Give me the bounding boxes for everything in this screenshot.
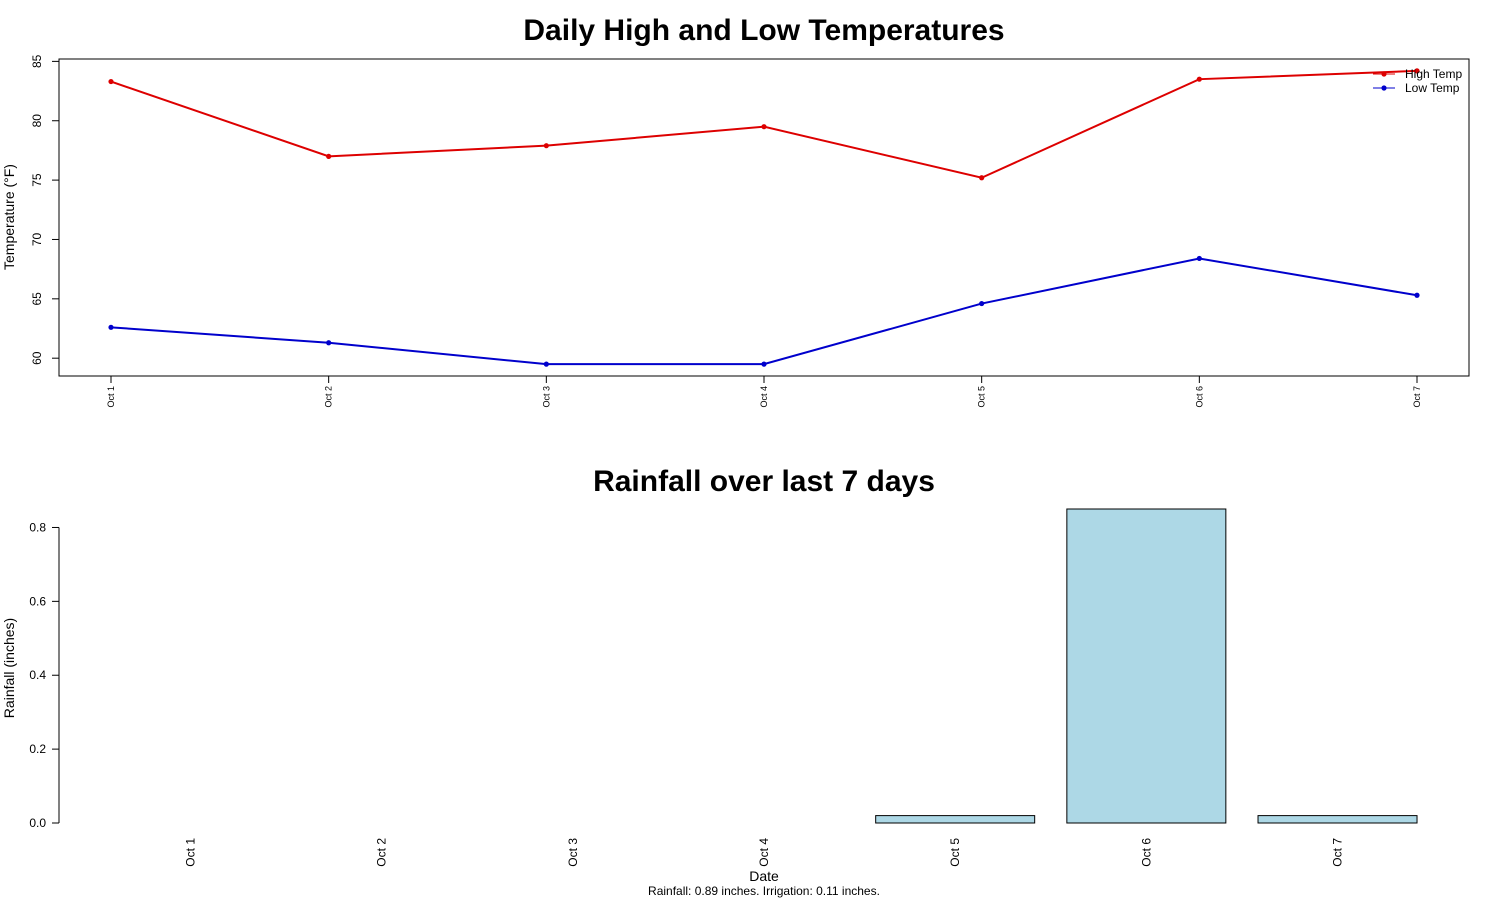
- rainfall-y-tick-label: 0.4: [29, 668, 46, 682]
- temperature-series-line-1: [110, 257, 1418, 366]
- temperature-x-tick-label: Oct 1: [106, 386, 116, 408]
- temperature-y-tick-label: 70: [30, 232, 44, 246]
- rainfall-y-tick-label: 0.6: [29, 594, 46, 608]
- rainfall-chart: Rainfall over last 7 days Rainfall (inch…: [1, 465, 1418, 898]
- rainfall-chart-title: Rainfall over last 7 days: [593, 465, 935, 498]
- temperature-legend-label-1: Low Temp: [1405, 81, 1460, 95]
- temperature-point-1-2: [543, 361, 549, 367]
- temperature-x-tick-label: Oct 7: [1412, 386, 1422, 408]
- temperature-legend-label-0: High Temp: [1405, 67, 1462, 81]
- temperature-point-1-1: [326, 340, 332, 346]
- rainfall-y-axis: 0.0 0.2 0.4 0.6 0.8: [29, 520, 60, 830]
- temperature-x-tick-label: Oct 2: [324, 386, 334, 408]
- temperature-chart: Daily High and Low Temperatures Temperat…: [1, 14, 1470, 408]
- rainfall-y-tick-label: 0.0: [29, 816, 46, 830]
- temperature-point-1-6: [1414, 292, 1420, 298]
- temperature-legend-marker-1: [1381, 85, 1387, 91]
- rainfall-x-tick-label: Oct 5: [948, 838, 962, 867]
- temperature-point-0-0: [108, 78, 114, 85]
- temperature-x-tick-label: Oct 3: [541, 386, 551, 408]
- temperature-point-0-2: [543, 143, 549, 149]
- temperature-legend-marker-0: [1381, 71, 1387, 77]
- temperature-point-1-3: [761, 361, 767, 367]
- temperature-x-tick-label: Oct 4: [759, 386, 769, 408]
- rainfall-x-axis-label: Date: [749, 868, 779, 884]
- temperature-point-1-5: [1196, 255, 1202, 262]
- temperature-y-tick-label: 60: [30, 351, 44, 365]
- temperature-x-tick-label: Oct 5: [977, 386, 987, 408]
- rainfall-bar-4: [875, 815, 1036, 824]
- temperature-point-1-0: [108, 324, 114, 330]
- temperature-chart-title: Daily High and Low Temperatures: [523, 14, 1004, 47]
- temperature-x-axis: Oct 1 Oct 2 Oct 3 Oct 4 Oct 5 Oct 6 Oct 7: [106, 375, 1422, 408]
- temperature-plot-frame: [58, 58, 1470, 377]
- temperature-y-tick-label: 80: [30, 114, 44, 128]
- temperature-y-axis: 60 65 70 75 80 85: [30, 54, 60, 365]
- rainfall-y-tick-label: 0.8: [29, 520, 46, 534]
- temperature-y-tick-label: 85: [30, 54, 44, 68]
- temperature-y-tick-label: 65: [30, 292, 44, 306]
- rainfall-bar-6: [1257, 815, 1418, 824]
- rainfall-caption: Rainfall: 0.89 inches. Irrigation: 0.11 …: [648, 884, 880, 898]
- rainfall-bars: [875, 508, 1418, 824]
- temperature-x-tick-label: Oct 6: [1194, 386, 1204, 408]
- temperature-point-0-1: [326, 153, 332, 159]
- rainfall-x-axis: Oct 1 Oct 2 Oct 3 Oct 4 Oct 5 Oct 6 Oct 7: [184, 838, 1345, 867]
- temperature-point-0-6: [1414, 68, 1420, 74]
- temperature-series: [108, 68, 1420, 367]
- temperature-point-0-3: [761, 124, 767, 130]
- rainfall-x-tick-label: Oct 6: [1139, 838, 1153, 867]
- rainfall-bar-5: [1066, 508, 1227, 824]
- temperature-point-0-4: [979, 175, 985, 181]
- rainfall-x-tick-label: Oct 1: [184, 838, 198, 867]
- temperature-point-0-5: [1196, 76, 1202, 82]
- rainfall-x-tick-label: Oct 2: [375, 838, 389, 867]
- rainfall-y-axis-label: Rainfall (inches): [1, 618, 17, 718]
- rainfall-x-tick-label: Oct 7: [1331, 838, 1345, 867]
- temperature-y-tick-label: 75: [30, 173, 44, 187]
- rainfall-x-tick-label: Oct 3: [566, 838, 580, 867]
- rainfall-y-tick-label: 0.2: [29, 742, 46, 756]
- rainfall-x-tick-label: Oct 4: [757, 838, 771, 867]
- temperature-y-axis-label: Temperature (°F): [1, 164, 17, 270]
- temperature-point-1-4: [979, 300, 985, 307]
